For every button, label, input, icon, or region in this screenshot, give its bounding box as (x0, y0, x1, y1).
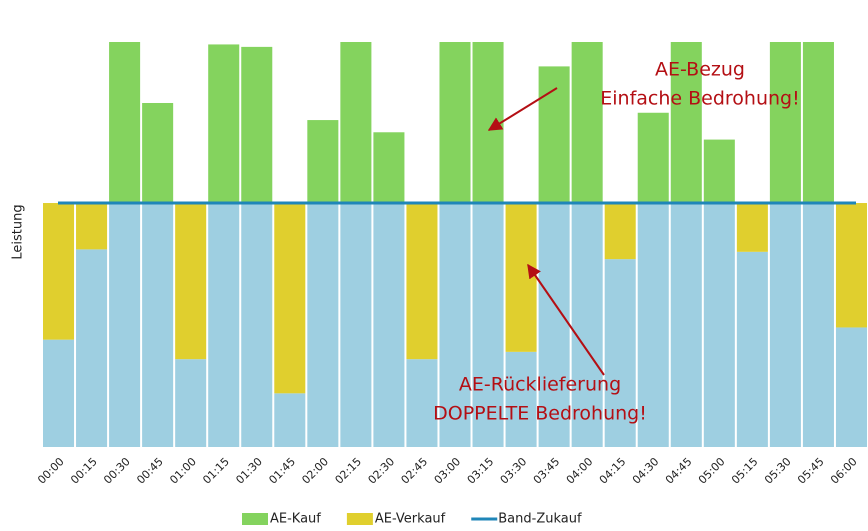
bar-segment (571, 203, 603, 447)
bar-segment (472, 42, 504, 204)
bar-segment (769, 203, 801, 447)
x-tick-label: 02:45 (399, 455, 431, 487)
x-tick-label: 04:00 (564, 455, 596, 487)
annotation: DOPPELTE Bedrohung! (433, 403, 647, 425)
bar-segment (373, 132, 405, 204)
annotation: AE-Bezug (655, 59, 745, 81)
bar-segment (769, 42, 801, 204)
x-tick-label: 03:00 (432, 455, 464, 487)
bar-segment (538, 203, 570, 447)
bar-segment (439, 203, 471, 447)
bar-segment (241, 46, 273, 204)
x-tick-label: 05:00 (696, 455, 728, 487)
x-tick-label: 05:45 (795, 455, 827, 487)
bar-segment (175, 359, 207, 447)
x-tick-label: 01:00 (167, 455, 199, 487)
bar-segment (538, 66, 570, 204)
legend-label: AE-Kauf (270, 512, 321, 527)
arrow (487, 87, 558, 131)
bar-segment (835, 327, 867, 447)
x-tick-label: 00:00 (35, 455, 67, 487)
x-tick-label: 00:30 (101, 455, 133, 487)
x-tick-label: 05:30 (762, 455, 794, 487)
legend-label: Band-Zukauf (498, 512, 582, 527)
x-tick-label: 01:15 (200, 455, 232, 487)
bar-segment (142, 203, 174, 447)
bar-segment (604, 259, 636, 447)
bar-segment (571, 42, 603, 204)
bar-segment (703, 139, 735, 204)
x-tick-label: 00:45 (134, 455, 166, 487)
x-tick-label: 04:45 (663, 455, 695, 487)
bar-segment (703, 203, 735, 447)
x-tick-label: 04:30 (630, 455, 662, 487)
legend-label: AE-Verkauf (375, 512, 446, 527)
bar-segment (109, 203, 141, 447)
arrow (527, 263, 605, 376)
plot-area (43, 42, 867, 447)
bar-segment (340, 203, 372, 447)
bar-segment (439, 42, 471, 204)
bar-segment (472, 203, 504, 447)
bar-segment (505, 351, 537, 447)
bar-segment (340, 42, 372, 204)
bar-segment (241, 203, 273, 447)
bar-segment (802, 42, 834, 204)
bar-segment (76, 249, 108, 447)
x-tick-label: 05:15 (729, 455, 761, 487)
legend-swatch (346, 513, 373, 525)
x-tick-label: 03:45 (531, 455, 563, 487)
bar-segment (802, 203, 834, 447)
x-tick-label: 02:00 (299, 455, 331, 487)
bar-segment (43, 339, 75, 447)
bar-segment (670, 203, 702, 447)
bar-segment (142, 102, 174, 204)
x-tick-label: 03:15 (465, 455, 497, 487)
bar-segment (505, 203, 537, 352)
bar-segment (835, 203, 867, 328)
bar-segment (406, 203, 438, 360)
x-tick-label: 03:30 (498, 455, 530, 487)
legend-swatch (242, 513, 268, 525)
x-tick-label: 01:30 (233, 455, 265, 487)
annotation: Einfache Bedrohung! (600, 88, 799, 110)
bar-segment (373, 203, 405, 447)
bar-segment (307, 120, 339, 204)
bar-segment (274, 203, 306, 394)
bar-segment (604, 203, 636, 260)
bar-segment (274, 393, 306, 447)
annotation: AE-Rücklieferung (459, 374, 621, 396)
bar-segment (406, 359, 438, 447)
bar-segment (637, 112, 669, 204)
x-tick-label: 04:15 (597, 455, 629, 487)
bar-segment (175, 203, 207, 360)
x-tick-label: 02:30 (366, 455, 398, 487)
x-tick-label: 02:15 (333, 455, 365, 487)
x-tick-label: 06:00 (828, 455, 860, 487)
bar-segment (307, 203, 339, 447)
bar-segment (670, 42, 702, 204)
x-tick-label: 01:45 (266, 455, 298, 487)
bar-segment (637, 203, 669, 447)
bar-segment (43, 203, 75, 340)
x-tick-label: 00:15 (68, 455, 100, 487)
bar-segment (208, 203, 240, 447)
bar-segment (736, 251, 768, 447)
bar-segment (208, 44, 240, 204)
bar-segment (76, 203, 108, 250)
bar-segment (736, 203, 768, 252)
y-axis-label: Leistung (11, 204, 26, 259)
bar-segment (109, 42, 141, 204)
